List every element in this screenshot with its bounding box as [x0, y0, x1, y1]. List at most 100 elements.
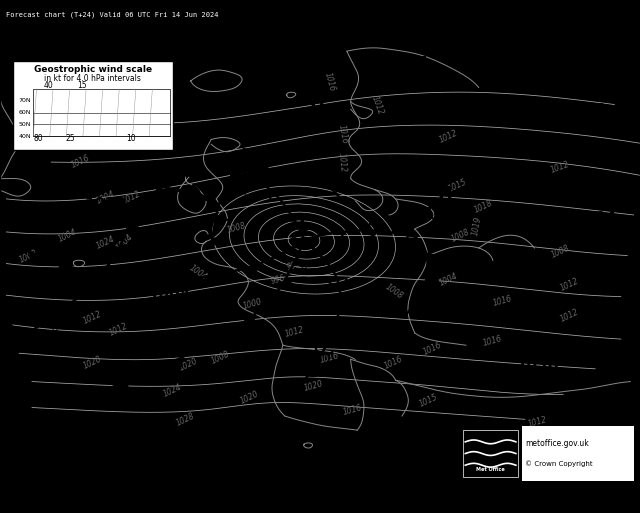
Polygon shape: [211, 238, 224, 245]
Text: 1008: 1008: [18, 248, 40, 265]
Text: 1024: 1024: [162, 383, 184, 399]
Polygon shape: [245, 265, 257, 273]
Polygon shape: [85, 284, 99, 292]
Polygon shape: [282, 214, 296, 221]
Text: 1012: 1012: [337, 152, 348, 172]
Text: 1012: 1012: [437, 128, 459, 144]
Text: ×: ×: [127, 462, 135, 472]
Polygon shape: [89, 272, 102, 281]
Text: 10: 10: [126, 134, 136, 144]
Text: ×: ×: [313, 138, 321, 148]
Text: ×: ×: [102, 221, 109, 231]
Text: 1015: 1015: [447, 177, 468, 194]
Text: L: L: [49, 282, 60, 300]
Text: 1018: 1018: [472, 199, 494, 215]
Text: 1004: 1004: [148, 287, 191, 302]
Polygon shape: [127, 223, 140, 230]
Text: 1016: 1016: [341, 403, 363, 417]
Text: 40: 40: [43, 82, 53, 90]
Polygon shape: [117, 244, 131, 251]
Text: ×: ×: [591, 235, 599, 245]
Text: 1016: 1016: [492, 294, 513, 308]
Text: 1004: 1004: [574, 211, 616, 226]
Text: L: L: [298, 216, 310, 234]
Text: ×: ×: [243, 192, 250, 203]
Text: L: L: [589, 190, 601, 208]
Polygon shape: [426, 253, 440, 261]
Text: 1008: 1008: [226, 221, 248, 235]
Text: 1004: 1004: [404, 77, 447, 92]
Text: 1020: 1020: [239, 390, 260, 406]
Text: 1008: 1008: [450, 227, 472, 244]
Polygon shape: [214, 215, 228, 223]
Polygon shape: [264, 299, 278, 306]
Text: H: H: [437, 185, 452, 203]
Text: 1015: 1015: [418, 392, 440, 409]
Polygon shape: [42, 318, 56, 326]
Text: 1016: 1016: [241, 77, 284, 92]
Polygon shape: [243, 317, 257, 325]
Text: 1012: 1012: [370, 95, 385, 116]
Text: 1012: 1012: [527, 415, 548, 428]
Text: Geostrophic wind scale: Geostrophic wind scale: [34, 65, 152, 74]
Text: 1020: 1020: [84, 197, 127, 212]
Polygon shape: [220, 332, 233, 340]
Text: H: H: [255, 55, 270, 73]
Text: 70N: 70N: [19, 98, 31, 103]
Text: ×: ×: [51, 327, 58, 337]
Text: L: L: [164, 265, 175, 284]
Polygon shape: [90, 393, 103, 401]
Text: 1004: 1004: [56, 227, 78, 244]
Polygon shape: [425, 275, 438, 284]
Text: 992: 992: [286, 260, 303, 272]
Text: 1020: 1020: [303, 380, 324, 393]
Polygon shape: [151, 281, 164, 289]
Bar: [460, 426, 634, 481]
Text: 1008: 1008: [210, 350, 232, 366]
Text: 1020: 1020: [178, 357, 200, 373]
Text: 1016: 1016: [482, 334, 504, 348]
Text: H: H: [98, 176, 113, 194]
Text: ×: ×: [582, 126, 589, 136]
Text: 1004: 1004: [437, 272, 459, 288]
Text: 1012: 1012: [108, 322, 129, 338]
Text: Forecast chart (T+24) Valid 06 UTC Fri 14 Jun 2024: Forecast chart (T+24) Valid 06 UTC Fri 1…: [6, 12, 219, 18]
Text: 1019: 1019: [470, 215, 483, 236]
Polygon shape: [195, 346, 208, 354]
Text: H: H: [124, 418, 139, 436]
Text: metoffice.gov.uk: metoffice.gov.uk: [525, 439, 589, 448]
Text: 1001: 1001: [33, 303, 76, 318]
Text: 996: 996: [270, 274, 287, 286]
Polygon shape: [102, 265, 117, 272]
Text: ×: ×: [422, 101, 429, 110]
Polygon shape: [292, 258, 307, 265]
Bar: [522, 426, 634, 481]
Text: 1016: 1016: [421, 340, 443, 357]
Text: 1031: 1031: [110, 439, 152, 453]
Text: 1004: 1004: [188, 264, 209, 282]
Text: 25: 25: [65, 134, 76, 144]
Text: ×: ×: [166, 310, 173, 321]
Text: 1012: 1012: [120, 189, 142, 206]
Polygon shape: [31, 253, 42, 262]
Text: 1016: 1016: [323, 71, 337, 92]
Text: 987: 987: [288, 237, 320, 252]
Text: © Crown Copyright: © Crown Copyright: [525, 460, 593, 467]
Text: 1010: 1010: [225, 169, 268, 184]
Polygon shape: [214, 273, 227, 281]
Polygon shape: [274, 252, 286, 261]
Polygon shape: [317, 176, 330, 185]
Text: 80: 80: [33, 134, 44, 144]
Bar: [13, 61, 173, 150]
Text: L: L: [241, 147, 252, 166]
Polygon shape: [413, 298, 428, 305]
Polygon shape: [183, 279, 196, 287]
Polygon shape: [142, 370, 154, 379]
Text: 1004: 1004: [95, 189, 116, 206]
Text: ×: ×: [300, 261, 308, 271]
Text: H: H: [578, 82, 593, 100]
Text: 1004: 1004: [115, 232, 135, 252]
Text: 1012: 1012: [549, 159, 571, 174]
Text: L: L: [420, 55, 431, 73]
Text: ×: ×: [259, 101, 266, 110]
